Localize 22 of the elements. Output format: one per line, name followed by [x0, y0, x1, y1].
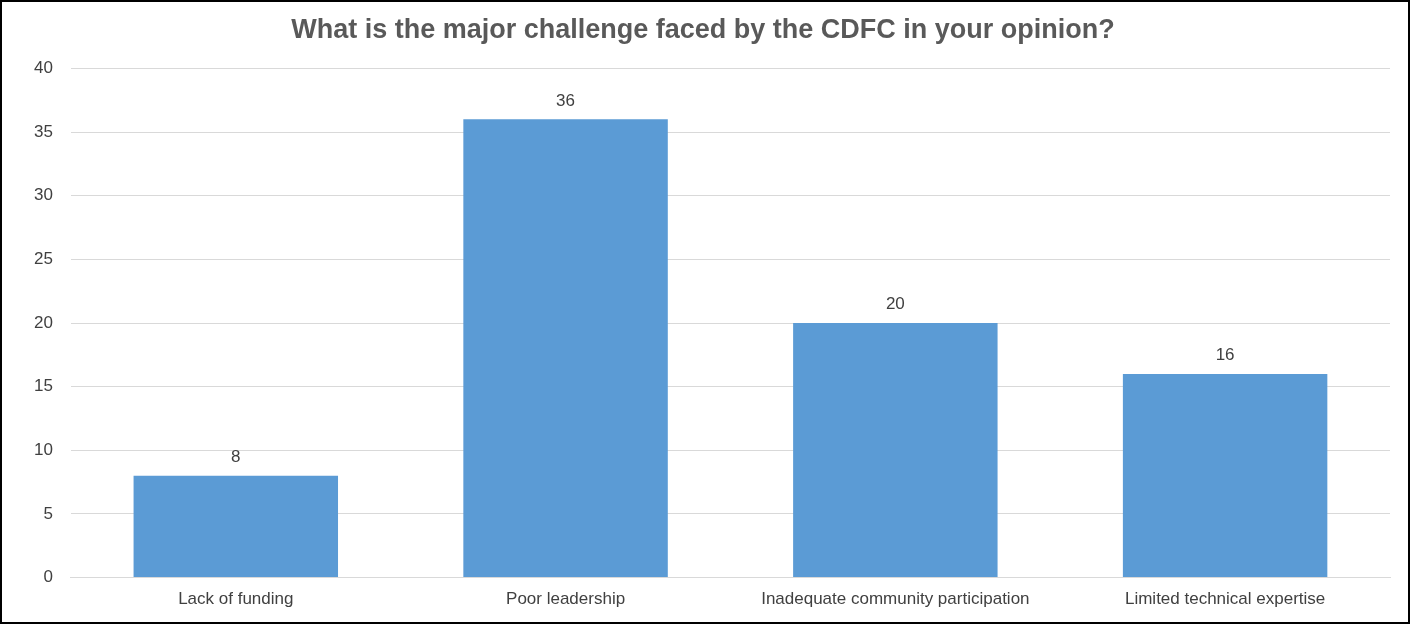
chart-title: What is the major challenge faced by the CDFC in your opinion?	[291, 13, 1115, 44]
data-label: 20	[885, 294, 905, 314]
bar	[793, 323, 998, 578]
y-tick-label: 35	[33, 121, 53, 141]
bar	[463, 119, 668, 578]
data-label: 8	[231, 446, 241, 466]
x-tick-label: Inadequate community participation	[761, 589, 1030, 609]
y-tick-label: 25	[33, 249, 53, 269]
x-tick-label: Limited technical expertise	[1124, 589, 1326, 609]
bar	[1122, 373, 1328, 578]
data-label: 16	[1215, 345, 1235, 365]
y-tick-label: 5	[43, 503, 53, 523]
y-tick-label: 40	[33, 58, 53, 78]
data-label: 36	[556, 90, 576, 110]
y-tick-label: 15	[33, 376, 53, 396]
x-tick-label: Lack of funding	[178, 589, 294, 609]
y-tick-label: 30	[33, 185, 53, 205]
bar	[133, 475, 339, 578]
x-tick-label: Poor leadership	[506, 589, 626, 609]
y-tick-label: 20	[33, 312, 53, 332]
y-tick-label: 0	[43, 567, 53, 587]
y-tick-label: 10	[33, 439, 53, 459]
